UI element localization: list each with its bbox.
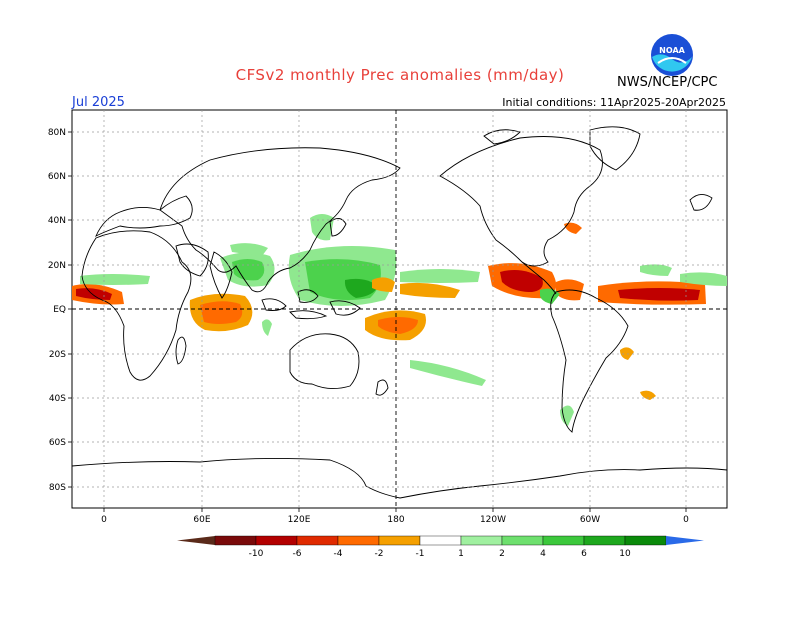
forecast-month: Jul 2025 xyxy=(72,95,125,110)
lon-label: 60E xyxy=(193,515,210,525)
lon-label: 180 xyxy=(387,515,404,525)
colorbar-box xyxy=(419,535,462,546)
colorbar-box xyxy=(624,535,667,546)
lat-label: 20N xyxy=(48,261,66,271)
lat-label: 60S xyxy=(49,438,66,448)
lon-ticks xyxy=(103,508,687,512)
colorbar-label: -10 xyxy=(249,549,264,559)
graticule xyxy=(72,110,727,508)
lat-label: 60N xyxy=(48,172,66,182)
colorbar-label: -2 xyxy=(375,549,384,559)
colorbar-label: -4 xyxy=(334,549,343,559)
colorbar-label: -6 xyxy=(293,549,302,559)
lon-label: 0 xyxy=(101,515,107,525)
colorbar-label: 10 xyxy=(619,549,631,559)
lon-label: 120E xyxy=(288,515,311,525)
agency-label: NWS/NCEP/CPC xyxy=(617,75,718,90)
lon-labels: 0 60E 120E 180 120W 60W 0 xyxy=(101,515,689,525)
colorbar-label: -1 xyxy=(416,549,425,559)
colorbar-box xyxy=(296,535,339,546)
lat-label: 80S xyxy=(49,483,66,493)
colorbar-label: 1 xyxy=(458,549,464,559)
lon-label: 120W xyxy=(480,515,506,525)
colorbar-label: 2 xyxy=(499,549,505,559)
anomaly-shading xyxy=(72,214,727,426)
lat-label: 40N xyxy=(48,216,66,226)
lat-label: 40S xyxy=(49,394,66,404)
colorbar-box xyxy=(501,535,544,546)
colorbar-label: 6 xyxy=(581,549,587,559)
colorbar-label: 4 xyxy=(540,549,546,559)
colorbar-box xyxy=(460,535,503,546)
lat-ticks xyxy=(68,131,72,488)
lat-label: 20S xyxy=(49,350,66,360)
colorbar-arrow-right xyxy=(666,536,704,545)
svg-text:NOAA: NOAA xyxy=(659,46,685,55)
lat-labels: 80N 60N 40N 20N EQ 20S 40S 60S 80S xyxy=(48,128,66,493)
colorbar: -10 -6 -4 -2 -1 1 2 4 6 10 xyxy=(177,535,704,559)
noaa-logo-icon: NOAA xyxy=(651,34,693,76)
initial-conditions: Initial conditions: 11Apr2025-20Apr2025 xyxy=(502,96,726,109)
lat-label: 80N xyxy=(48,128,66,138)
lon-label: 60W xyxy=(580,515,600,525)
colorbar-box xyxy=(542,535,585,546)
colorbar-box xyxy=(337,535,380,546)
coastlines xyxy=(71,126,728,499)
colorbar-box xyxy=(378,535,421,546)
colorbar-box xyxy=(214,535,257,546)
colorbar-box xyxy=(583,535,626,546)
chart-title: CFSv2 monthly Prec anomalies (mm/day) xyxy=(235,66,565,84)
colorbar-box xyxy=(255,535,298,546)
lat-label: EQ xyxy=(53,305,66,315)
lon-label: 0 xyxy=(683,515,689,525)
colorbar-arrow-left xyxy=(177,536,215,545)
